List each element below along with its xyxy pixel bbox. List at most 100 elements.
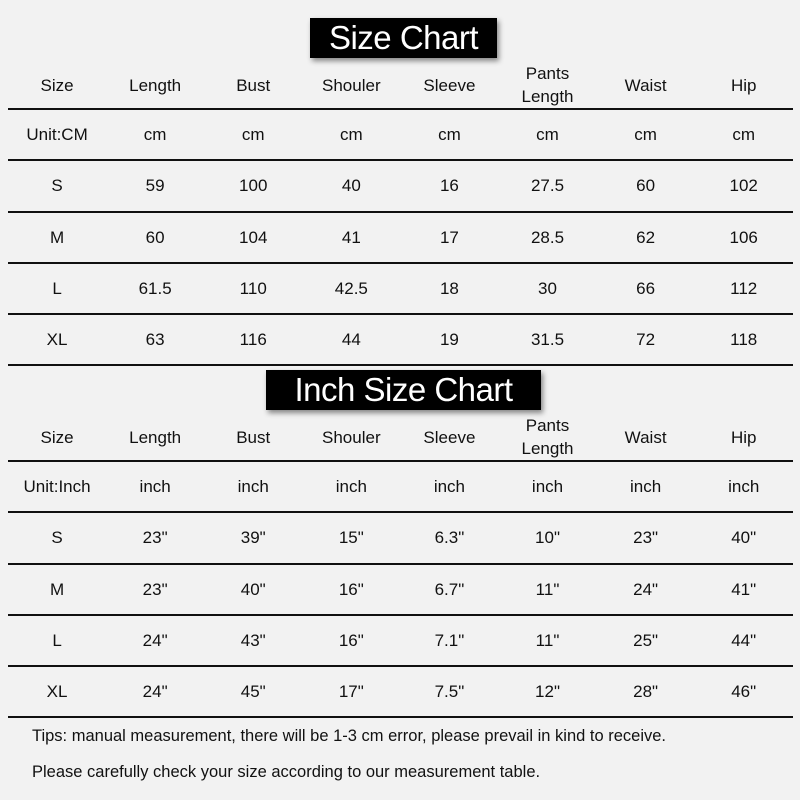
table-cell: inch <box>531 477 564 497</box>
table-cell: XL <box>46 330 68 350</box>
table-cell: cm <box>241 125 265 145</box>
column-header: Pants Length <box>521 64 574 106</box>
table-cell: 24" <box>142 682 168 702</box>
column-header: Length <box>129 427 182 447</box>
tips-text: Tips: manual measurement, there will be … <box>32 727 667 745</box>
table-row: M 23" 40" 16" 6.7" 11" 24" 41" <box>8 565 793 616</box>
table-cell: 11" <box>535 579 560 599</box>
table-row: L 61.5 110 42.5 18 30 66 112 <box>8 264 793 316</box>
header-row: Size Length Bust Shouler Sleeve Pants Length W… <box>8 414 793 462</box>
table-cell: 23" <box>633 528 659 548</box>
table-cell: 18 <box>439 279 459 299</box>
table-cell: 46" <box>731 682 757 702</box>
table-cell: 40 <box>341 176 361 196</box>
table-cell: 41" <box>731 579 757 599</box>
column-header: Sleeve <box>423 75 476 95</box>
table-cell: XL <box>46 682 68 702</box>
table-cell: 63 <box>145 330 165 350</box>
column-header: Waist <box>624 427 667 447</box>
column-header: Length <box>129 75 182 95</box>
column-header: Pants Length <box>521 416 574 458</box>
table-row: L 24" 43" 16" 7.1" 11" 25" 44" <box>8 616 793 668</box>
table-row: XL 24" 45" 17" 7.5" 12" 28" 46" <box>8 667 793 719</box>
table-cell: cm <box>732 125 756 145</box>
table-cell: 59 <box>145 176 165 196</box>
column-header: Bust <box>236 427 271 447</box>
table-cell: 40" <box>731 528 757 548</box>
table-cell: 43" <box>240 631 266 651</box>
table-cell: 66 <box>636 279 656 299</box>
table-cell: Unit:Inch <box>23 477 91 497</box>
table-cell: 39" <box>240 528 266 548</box>
table-cell: 10" <box>535 528 560 548</box>
table-cell: inch <box>630 477 662 497</box>
table-row: S 23" 39" 15" 6.3" 10" 23" 40" <box>8 513 793 565</box>
table-cell: 23" <box>142 528 168 548</box>
inch-size-table: Size Length Bust Shouler Sleeve Pants Length W… <box>8 414 793 719</box>
table-cell: 12" <box>535 682 560 702</box>
table-cell: 116 <box>239 330 267 350</box>
table-cell: 30 <box>538 279 557 299</box>
table-cell: 6.3" <box>434 528 465 548</box>
table-cell: 7.5" <box>434 682 465 702</box>
table-cell: S <box>51 176 63 196</box>
table-cell: 16" <box>338 579 364 599</box>
table-cell: cm <box>143 125 167 145</box>
table-cell: inch <box>728 477 760 497</box>
table-cell: 40" <box>240 579 266 599</box>
unit-row: Unit:CM cm cm cm cm cm cm cm <box>8 110 793 162</box>
table-cell: 42.5 <box>334 279 368 299</box>
column-header: Sleeve <box>423 427 476 447</box>
table-cell: 11" <box>535 631 560 651</box>
table-cell: 28.5 <box>530 227 565 247</box>
column-header: Hip <box>730 427 757 447</box>
table-cell: 44 <box>341 330 361 350</box>
table-cell: L <box>52 279 62 299</box>
table-cell: cm <box>536 125 559 145</box>
table-cell: L <box>52 631 62 651</box>
table-cell: 44" <box>731 631 757 651</box>
column-header: Hip <box>730 75 757 95</box>
table-cell: inch <box>139 477 171 497</box>
table-cell: cm <box>339 125 363 145</box>
table-cell: 102 <box>729 176 758 196</box>
table-cell: 45" <box>240 682 266 702</box>
note-text: Please carefully check your size accordi… <box>32 763 541 781</box>
table-cell: 15" <box>338 528 364 548</box>
table-cell: 118 <box>730 330 758 350</box>
table-cell: 16" <box>338 631 364 651</box>
table-cell: cm <box>634 125 657 145</box>
table-cell: cm <box>438 125 461 145</box>
table-cell: 25" <box>633 631 659 651</box>
table-cell: 17 <box>439 227 459 247</box>
table-row: M 60 104 41 17 28.5 62 106 <box>8 213 793 264</box>
table-cell: 60 <box>145 227 165 247</box>
column-header: Waist <box>624 75 667 95</box>
table-cell: 61.5 <box>138 279 172 299</box>
column-header: Shouler <box>322 427 381 447</box>
table-cell: S <box>51 528 63 548</box>
table-cell: 16 <box>439 176 459 196</box>
table-cell: 110 <box>239 279 267 299</box>
table-cell: 19 <box>439 330 459 350</box>
table-cell: 23" <box>142 579 168 599</box>
table-cell: 41 <box>341 227 361 247</box>
table-cell: inch <box>237 477 269 497</box>
table-cell: inch <box>433 477 466 497</box>
table-row: S 59 100 40 16 27.5 60 102 <box>8 161 793 213</box>
table-row: XL 63 116 44 19 31.5 72 118 <box>8 315 793 367</box>
table-cell: 60 <box>636 176 656 196</box>
table-cell: 28" <box>633 682 659 702</box>
unit-row: Unit:Inch inch inch inch inch inch inch inch <box>8 462 793 514</box>
table-cell: 62 <box>636 227 656 247</box>
column-header: Size <box>40 427 74 447</box>
table-cell: 17" <box>338 682 364 702</box>
table-cell: 104 <box>239 227 268 247</box>
inch-size-chart-title: Inch Size Chart <box>266 370 541 410</box>
table-cell: 100 <box>239 176 268 196</box>
table-cell: M <box>49 227 65 247</box>
table-cell: Unit:CM <box>26 125 88 145</box>
column-header: Size <box>40 75 74 95</box>
header-row: Size Length Bust Shouler Sleeve Pants Length W… <box>8 62 793 110</box>
size-chart-title: Size Chart <box>310 18 497 58</box>
